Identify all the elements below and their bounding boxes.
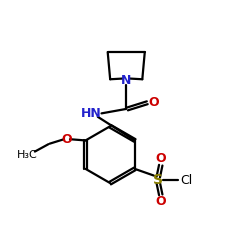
Text: H₃C: H₃C xyxy=(16,150,37,160)
Text: O: O xyxy=(62,133,72,146)
Text: HN: HN xyxy=(81,108,102,120)
Text: Cl: Cl xyxy=(180,174,193,186)
Text: S: S xyxy=(153,173,163,187)
Text: O: O xyxy=(156,152,166,166)
Text: N: N xyxy=(121,74,132,87)
Text: O: O xyxy=(156,194,166,207)
Text: O: O xyxy=(148,96,159,109)
